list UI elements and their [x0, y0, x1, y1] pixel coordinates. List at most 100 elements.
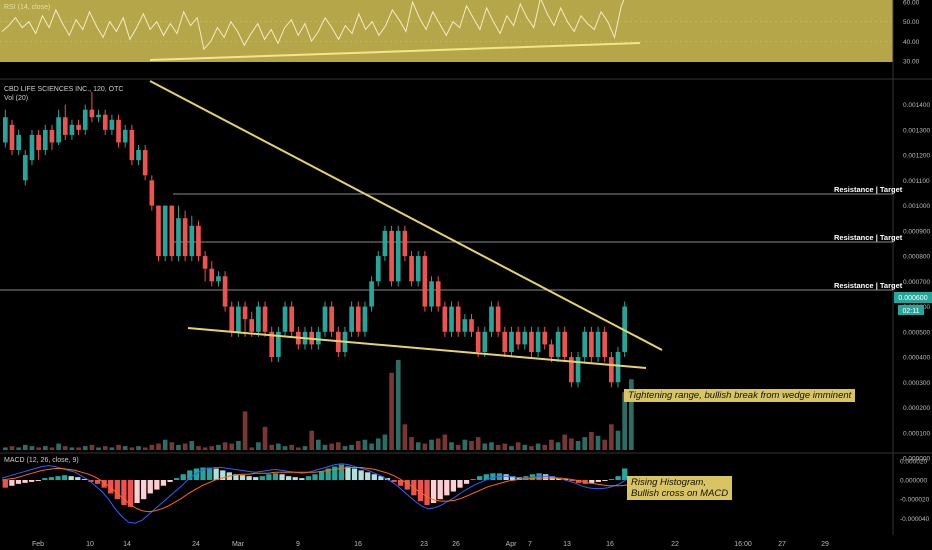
volume-bar [342, 446, 348, 450]
candle-body [229, 306, 235, 332]
candle-body [256, 306, 261, 332]
candle-body [389, 230, 394, 282]
volume-bar [82, 446, 88, 450]
volume-bar [589, 432, 594, 450]
price-tick-label: 0.000900 [903, 228, 930, 235]
macd-histogram-bar [615, 476, 621, 480]
macd-histogram-bar [147, 480, 153, 494]
volume-bar [335, 442, 341, 450]
wedge-annotation[interactable]: Tightening range, bullish break from wed… [624, 389, 856, 402]
candle-body [582, 331, 588, 358]
macd-histogram-bar [180, 474, 186, 480]
candle-body [569, 357, 574, 383]
candle-body [462, 319, 468, 332]
candle-body [382, 230, 388, 257]
macd-histogram-bar [259, 476, 265, 480]
candle-body [109, 119, 115, 130]
volume-bar [109, 447, 115, 450]
volume-bar [22, 444, 28, 450]
time-tick-label: 14 [123, 541, 131, 548]
candle-body [482, 331, 488, 352]
candle-body [89, 109, 95, 118]
candle-body [475, 331, 481, 352]
volume-bar [122, 446, 128, 450]
candle-body [216, 276, 221, 282]
rsi-tick-label: 40.00 [903, 39, 920, 46]
time-axis[interactable]: Feb 10 14 24 Mar 9 16 23 26 Apr 7 13 16 22 16:00 27 29 [32, 541, 829, 548]
macd-histogram-bar [351, 468, 358, 480]
macd-histogram-bar [15, 480, 22, 484]
macd-histogram-bar [516, 477, 522, 480]
wedge-upper-trendline[interactable] [149, 80, 663, 351]
macd-histogram-bar [622, 468, 628, 480]
macd-histogram-bar [556, 478, 562, 480]
candle-body [136, 150, 141, 161]
volume-bar [196, 446, 201, 450]
candle-body [422, 256, 428, 307]
volume-bar [455, 444, 461, 450]
rsi-title: RSI (14, close) [4, 4, 50, 11]
macd-histogram-bar [206, 467, 213, 480]
macd-histogram-bar [193, 468, 200, 480]
volume-title: Vol (20) [4, 95, 28, 102]
candle-body [495, 306, 501, 332]
macd-histogram-bar [595, 480, 601, 482]
candle-body [589, 331, 594, 358]
candle-body [69, 124, 75, 135]
volume-bar [362, 439, 368, 450]
volume-bar [602, 439, 608, 450]
candle-body [469, 319, 474, 332]
macd-histogram-bar [200, 467, 206, 480]
volume-bar [162, 439, 168, 450]
macd-histogram-bar [29, 480, 35, 482]
volume-bar [582, 437, 588, 450]
macd-annotation[interactable]: Rising Histogram, Bullish cross on MACD [627, 476, 733, 500]
macd-histogram-bar [68, 476, 74, 480]
macd-histogram-bar [2, 480, 8, 488]
price-axis[interactable]: 60.00 50.00 40.00 30.00 0.001400 0.001300 0.00… [900, 0, 930, 523]
price-tick-label: 0.001400 [903, 102, 930, 109]
candle-body [522, 331, 528, 345]
candle-body [82, 109, 88, 130]
macd-histogram-bar [173, 478, 180, 480]
candle-body [409, 256, 414, 282]
time-tick-label: 10 [86, 541, 94, 548]
wedge-lower-trendline[interactable] [187, 327, 647, 369]
candle-body [142, 150, 148, 176]
macd-tick-label: 0.000000 [900, 478, 927, 485]
price-tick-label: 0.000800 [903, 254, 930, 261]
volume-bar [156, 443, 161, 450]
candle-body [355, 306, 361, 332]
macd-histogram-bar [430, 480, 437, 504]
last-price-badge [894, 292, 932, 303]
volume-bar [355, 441, 361, 450]
candle-body [609, 357, 614, 383]
volume-bar [322, 444, 328, 450]
rsi-tick-label: 50.00 [903, 19, 920, 26]
volume-bar [502, 443, 508, 450]
macd-histogram-bar [450, 480, 457, 492]
volume-bar [429, 439, 434, 450]
candle-body [575, 357, 581, 383]
volume-bar [116, 444, 121, 450]
macd-histogram-bar [371, 474, 377, 480]
candle-body [349, 306, 354, 332]
macd-histogram-bar [338, 464, 344, 480]
macd-histogram-bar [108, 480, 114, 494]
volume-bar [609, 424, 614, 450]
countdown-value: 02:11 [903, 308, 920, 315]
price-tick-label: 0.001300 [903, 127, 930, 134]
macd-histogram-bar [569, 480, 575, 481]
rsi-tick-label: 60.00 [903, 0, 920, 7]
time-tick-label: Apr [506, 541, 518, 548]
volume-bar [302, 446, 308, 450]
candle-body [249, 319, 255, 332]
macd-histogram-bar [292, 477, 298, 480]
volume-bar [509, 446, 514, 450]
candle-body [535, 331, 541, 352]
volume-bar [395, 360, 401, 450]
rsi-trendline[interactable] [149, 42, 641, 61]
macd-histogram-bar [233, 474, 239, 480]
macd-histogram-bar [417, 480, 424, 502]
